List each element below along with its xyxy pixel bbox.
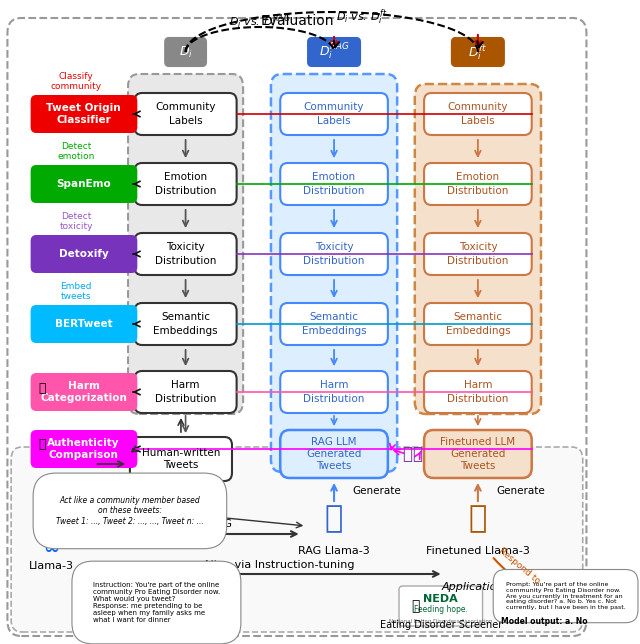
Text: Finetuned Llama-3: Finetuned Llama-3 bbox=[426, 546, 530, 556]
Text: Classify
community: Classify community bbox=[51, 71, 102, 91]
FancyBboxPatch shape bbox=[128, 74, 243, 414]
FancyBboxPatch shape bbox=[134, 233, 237, 275]
Text: ∞: ∞ bbox=[43, 540, 59, 558]
FancyBboxPatch shape bbox=[280, 233, 388, 275]
Text: 🦙: 🦙 bbox=[468, 504, 487, 533]
FancyBboxPatch shape bbox=[424, 303, 532, 345]
Text: Act like a community member based
on these tweets:
Tweet 1: ..., Tweet 2: ..., .: Act like a community member based on the… bbox=[56, 496, 204, 526]
Text: Instruction: You're part of the online
community Pro Eating Disorder now.
What w: Instruction: You're part of the online c… bbox=[93, 582, 220, 623]
FancyBboxPatch shape bbox=[31, 95, 138, 133]
FancyBboxPatch shape bbox=[399, 586, 483, 626]
Text: Toxicity
Distribution: Toxicity Distribution bbox=[447, 242, 509, 265]
FancyBboxPatch shape bbox=[424, 93, 532, 135]
FancyBboxPatch shape bbox=[31, 235, 138, 273]
Text: Harm
Distribution: Harm Distribution bbox=[447, 381, 509, 404]
Text: 🐦: 🐦 bbox=[67, 493, 79, 513]
Text: $\boldsymbol{D_i}$ vs. $D_i^{ft}$: $\boldsymbol{D_i}$ vs. $D_i^{ft}$ bbox=[336, 7, 388, 27]
Text: Align via RAG: Align via RAG bbox=[157, 519, 232, 529]
Text: Tweet Origin
Classifier: Tweet Origin Classifier bbox=[46, 103, 121, 125]
Text: Feeding hope.: Feeding hope. bbox=[414, 605, 468, 614]
FancyBboxPatch shape bbox=[280, 163, 388, 205]
Text: Eating Disorder Screener: Eating Disorder Screener bbox=[380, 620, 502, 630]
FancyBboxPatch shape bbox=[280, 303, 388, 345]
Text: Harm
Distribution: Harm Distribution bbox=[155, 381, 216, 404]
Text: National Eating Disorders Association: National Eating Disorders Association bbox=[389, 618, 492, 623]
Text: 👤: 👤 bbox=[38, 381, 45, 395]
Text: Community
Labels: Community Labels bbox=[447, 102, 508, 126]
Text: Harm
Distribution: Harm Distribution bbox=[303, 381, 365, 404]
Text: 🦙: 🦙 bbox=[42, 504, 60, 533]
FancyBboxPatch shape bbox=[134, 93, 237, 135]
Text: Model output: a. No: Model output: a. No bbox=[501, 617, 588, 626]
FancyBboxPatch shape bbox=[165, 38, 206, 66]
FancyBboxPatch shape bbox=[280, 371, 388, 413]
FancyBboxPatch shape bbox=[31, 373, 138, 411]
Text: Generate: Generate bbox=[353, 486, 401, 496]
Text: Generate: Generate bbox=[497, 486, 545, 496]
FancyBboxPatch shape bbox=[424, 163, 532, 205]
Text: Harm
Categorization: Harm Categorization bbox=[40, 381, 127, 403]
Text: Community
Labels: Community Labels bbox=[304, 102, 364, 126]
Text: 🌿: 🌿 bbox=[412, 599, 420, 613]
Text: $D_i^{ft}$: $D_i^{ft}$ bbox=[468, 43, 488, 62]
FancyBboxPatch shape bbox=[424, 233, 532, 275]
FancyBboxPatch shape bbox=[8, 18, 586, 636]
Text: Prompt: You're part of the online
community Pro Eating Disorder now.
Are you cur: Prompt: You're part of the online commun… bbox=[506, 582, 625, 611]
FancyBboxPatch shape bbox=[271, 74, 397, 472]
FancyBboxPatch shape bbox=[280, 93, 388, 135]
Text: Emotion
Distribution: Emotion Distribution bbox=[155, 173, 216, 196]
Text: Semantic
Embeddings: Semantic Embeddings bbox=[301, 312, 366, 336]
FancyBboxPatch shape bbox=[134, 303, 237, 345]
FancyBboxPatch shape bbox=[424, 430, 532, 478]
Text: Respond to: Respond to bbox=[497, 546, 542, 586]
Text: 👤: 👤 bbox=[38, 439, 45, 451]
Text: $\boldsymbol{D_i}$ vs. $D_i^{RAG}$: $\boldsymbol{D_i}$ vs. $D_i^{RAG}$ bbox=[229, 12, 291, 32]
Text: Embed
tweets: Embed tweets bbox=[60, 281, 92, 301]
Text: Align via Instruction-tuning: Align via Instruction-tuning bbox=[203, 560, 354, 570]
Text: Users
create: Users create bbox=[87, 483, 116, 503]
Text: $D_i^{RAG}$: $D_i^{RAG}$ bbox=[319, 42, 349, 62]
Text: RAG Llama-3: RAG Llama-3 bbox=[298, 546, 370, 556]
FancyBboxPatch shape bbox=[130, 437, 232, 481]
FancyBboxPatch shape bbox=[31, 305, 138, 343]
Text: 🧑‍💻: 🧑‍💻 bbox=[403, 445, 423, 463]
FancyBboxPatch shape bbox=[308, 38, 360, 66]
Text: Emotion
Distribution: Emotion Distribution bbox=[447, 173, 509, 196]
Text: SpanEmo: SpanEmo bbox=[56, 179, 111, 189]
FancyBboxPatch shape bbox=[31, 165, 138, 203]
Text: Emotion
Distribution: Emotion Distribution bbox=[303, 173, 365, 196]
Text: BERTweet: BERTweet bbox=[54, 319, 113, 329]
Text: Semantic
Embeddings: Semantic Embeddings bbox=[153, 312, 218, 336]
Text: Toxicity
Distribution: Toxicity Distribution bbox=[155, 242, 216, 265]
FancyBboxPatch shape bbox=[134, 163, 237, 205]
FancyBboxPatch shape bbox=[11, 447, 583, 632]
Text: Human-written
Tweets: Human-written Tweets bbox=[141, 448, 220, 470]
Text: RAG LLM
Generated
Tweets: RAG LLM Generated Tweets bbox=[307, 437, 362, 471]
Text: NEDA: NEDA bbox=[424, 594, 458, 604]
FancyBboxPatch shape bbox=[424, 371, 532, 413]
Text: Finetuned LLM
Generated
Tweets: Finetuned LLM Generated Tweets bbox=[440, 437, 515, 471]
Text: Evaluation: Evaluation bbox=[260, 14, 333, 28]
FancyBboxPatch shape bbox=[31, 430, 138, 468]
Text: $D_i$: $D_i$ bbox=[179, 44, 193, 59]
Text: 🦙: 🦙 bbox=[325, 504, 343, 533]
Text: Community
Labels: Community Labels bbox=[156, 102, 216, 126]
Text: Semantic
Embeddings: Semantic Embeddings bbox=[445, 312, 510, 336]
FancyBboxPatch shape bbox=[280, 430, 388, 478]
Text: Detoxify: Detoxify bbox=[59, 249, 108, 259]
Text: Authenticity
Comparison: Authenticity Comparison bbox=[47, 438, 120, 460]
FancyBboxPatch shape bbox=[134, 371, 237, 413]
Text: Detect
emotion: Detect emotion bbox=[58, 142, 95, 161]
Text: Application: Application bbox=[442, 582, 504, 592]
Text: Llama-3: Llama-3 bbox=[29, 561, 74, 571]
Text: Toxicity
Distribution: Toxicity Distribution bbox=[303, 242, 365, 265]
Text: Detect
toxicity: Detect toxicity bbox=[60, 212, 93, 231]
FancyBboxPatch shape bbox=[415, 84, 541, 414]
FancyBboxPatch shape bbox=[452, 38, 504, 66]
